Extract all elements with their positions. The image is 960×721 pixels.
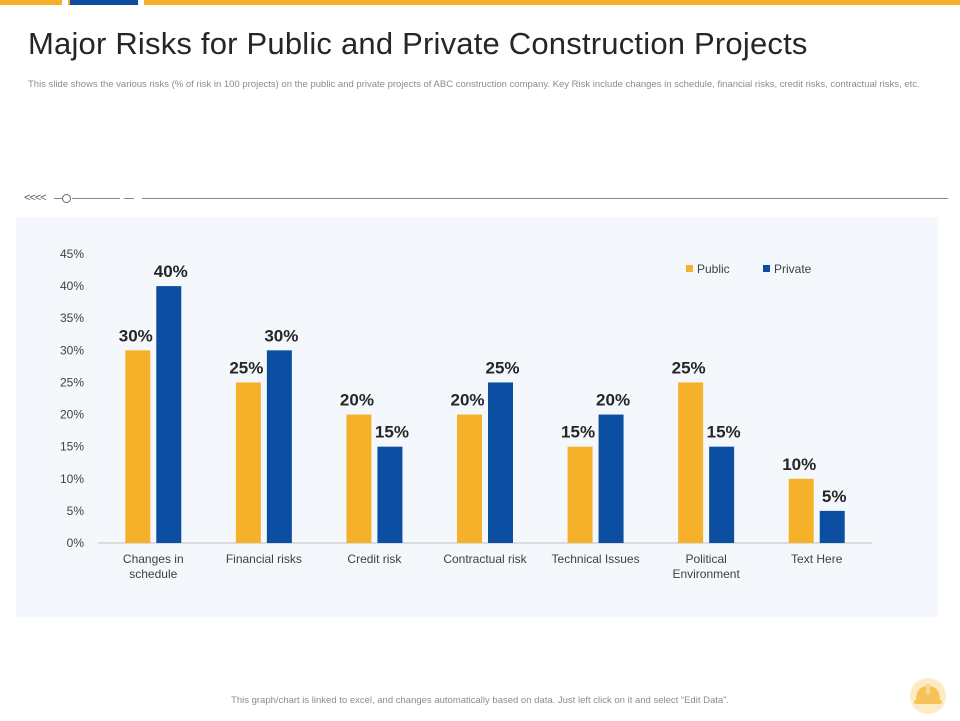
bar-public (125, 350, 151, 543)
divider-line (124, 198, 134, 199)
chart-panel: 0% 5% 10% 15% 20% 25% 30% 35% 40% 45% 30% 25% 20% 20%… (16, 217, 938, 617)
x-tick-label: Credit risk (347, 552, 402, 566)
top-accent-bar (0, 0, 960, 5)
y-tick-label: 0% (67, 536, 85, 550)
y-tick-label: 45% (60, 247, 84, 261)
data-label-public: 20% (340, 391, 374, 410)
divider-line (72, 198, 120, 199)
bar-public (346, 414, 372, 543)
top-bar-gap (138, 0, 144, 5)
x-tick-label: Technical Issues (552, 552, 640, 566)
y-tick-label: 40% (60, 279, 84, 293)
data-label-public: 20% (450, 391, 484, 410)
y-tick-label: 30% (60, 343, 84, 357)
bar-private (156, 286, 182, 543)
bar-private (709, 446, 735, 543)
y-tick-label: 15% (60, 440, 84, 454)
page-subtitle: This slide shows the various risks (% of… (28, 79, 920, 90)
top-bar-gap (62, 0, 68, 5)
bar-private (377, 446, 403, 543)
legend-label-public: Public (697, 262, 730, 276)
divider-line (142, 198, 948, 199)
x-tick-label: Text Here (791, 552, 843, 566)
x-tick-label: Financial risks (226, 552, 302, 566)
y-tick-label: 25% (60, 375, 84, 389)
data-label-private: 15% (375, 423, 409, 442)
bar-private (488, 382, 513, 543)
data-label-private: 25% (485, 358, 519, 377)
data-label-public: 15% (561, 423, 595, 442)
footer-note: This graph/chart is linked to excel, and… (231, 695, 729, 706)
decorative-divider: <<<< (24, 190, 948, 206)
x-tick-label: Contractual risk (443, 552, 527, 566)
bar-public (235, 382, 261, 543)
bar-public (678, 382, 704, 543)
data-label-private: 40% (154, 262, 188, 281)
divider-circle-icon (62, 194, 71, 203)
data-label-public: 30% (119, 326, 153, 345)
data-label-private: 20% (596, 391, 630, 410)
y-tick-label: 35% (60, 311, 84, 325)
data-label-public: 10% (782, 455, 816, 474)
y-tick-label: 20% (60, 408, 84, 422)
bar-private (819, 510, 845, 543)
x-tick-label: Changes in schedule (123, 552, 184, 581)
page-title: Major Risks for Public and Private Const… (28, 26, 808, 61)
bar-private (598, 414, 624, 543)
x-tick-label: Political Environment (672, 552, 740, 581)
bar-public (788, 478, 814, 543)
data-label-private: 15% (707, 423, 741, 442)
data-label-private: 5% (822, 487, 847, 506)
y-tick-label: 5% (67, 504, 85, 518)
data-label-public: 25% (672, 358, 706, 377)
top-bar-navy-segment (70, 0, 138, 5)
legend-swatch-private (763, 265, 770, 272)
data-label-public: 25% (229, 358, 263, 377)
legend-swatch-public (686, 265, 693, 272)
bar-public (567, 446, 593, 543)
chevrons-left-icon: <<<< (24, 192, 47, 204)
data-label-private: 30% (264, 326, 298, 345)
hard-hat-icon (908, 676, 948, 721)
legend-label-private: Private (774, 262, 812, 276)
bar-chart: 0%5%10%15%20%25%30%35%40%45%30%25%20% 20%… (60, 247, 872, 581)
divider-line (54, 198, 62, 199)
bar-public (457, 414, 482, 543)
y-tick-label: 10% (60, 472, 84, 486)
bar-private (266, 350, 292, 543)
